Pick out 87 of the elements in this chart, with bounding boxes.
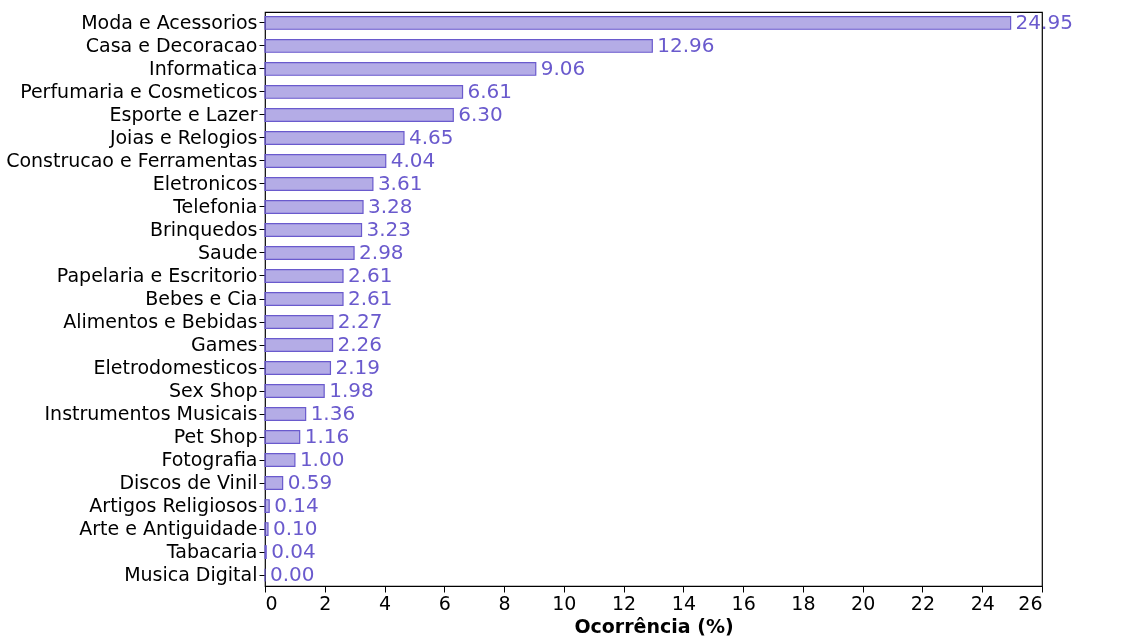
data-label: 3.23 <box>366 216 412 241</box>
x-tick-label: 0 <box>265 591 278 614</box>
data-label: 0.14 <box>274 493 319 518</box>
x-tick-label: 2 <box>319 591 332 614</box>
x-tick-label: 16 <box>731 591 756 614</box>
data-label: 1.36 <box>310 401 356 426</box>
data-label: 0.04 <box>271 539 316 564</box>
bar <box>264 453 296 467</box>
y-tick-label: Saude <box>198 240 258 263</box>
y-tick-label: Moda e Acessorios <box>81 10 258 33</box>
data-label: 4.65 <box>408 124 454 149</box>
data-label: 1.00 <box>299 447 345 472</box>
data-label: 0.00 <box>270 562 315 587</box>
bar <box>264 39 653 53</box>
y-tick-label: Eletronicos <box>152 171 258 194</box>
bar <box>264 476 284 490</box>
y-tick-label: Joias e Relogios <box>108 125 258 148</box>
x-tick-label: 8 <box>498 591 511 614</box>
x-tick-label: 10 <box>552 591 577 614</box>
y-tick-label: Discos de Vinil <box>119 471 258 494</box>
bar <box>264 200 364 214</box>
x-tick-label: 26 <box>1018 591 1043 614</box>
x-tick-label: 12 <box>612 591 637 614</box>
y-tick-label: Perfumaria e Cosmeticos <box>20 79 258 102</box>
y-tick-label: Construcao e Ferramentas <box>6 148 258 171</box>
y-tick-label: Esporte e Lazer <box>109 102 258 125</box>
data-label: 2.98 <box>359 239 404 264</box>
x-tick-label: 20 <box>851 591 876 614</box>
data-label: 2.26 <box>337 332 383 357</box>
x-tick-label: 14 <box>671 591 696 614</box>
x-tick-label: 4 <box>378 591 392 614</box>
bar <box>264 154 387 168</box>
y-tick-label: Artigos Religiosos <box>89 494 258 517</box>
bar <box>264 246 355 260</box>
data-label: 0.59 <box>287 470 333 495</box>
y-tick-label: Alimentos e Bebidas <box>63 310 258 333</box>
bar <box>264 108 454 122</box>
data-label: 2.27 <box>337 309 383 334</box>
data-label: 6.30 <box>458 101 503 126</box>
data-label: 12.96 <box>657 32 715 57</box>
x-tick-label: 6 <box>438 591 451 614</box>
data-label: 2.61 <box>348 262 393 287</box>
bar <box>264 223 363 237</box>
data-label: 2.19 <box>335 355 380 380</box>
data-label: 2.61 <box>348 286 393 310</box>
y-tick-label: Papelaria e Escritorio <box>56 263 258 286</box>
bar <box>264 292 344 306</box>
y-tick-label: Eletrodomesticos <box>93 356 258 379</box>
bar <box>264 16 1012 30</box>
data-label: 9.06 <box>540 55 586 80</box>
bar <box>264 85 464 99</box>
bar <box>264 522 269 536</box>
bar <box>264 131 405 145</box>
y-tick-label: Pet Shop <box>173 425 258 448</box>
bar <box>264 62 537 76</box>
y-tick-label: Bebes e Cia <box>145 287 258 309</box>
y-tick-label: Informatica <box>149 56 258 79</box>
x-tick-label: 18 <box>791 591 816 614</box>
data-label: 1.16 <box>304 424 350 449</box>
y-tick-label: Musica Digital <box>124 563 258 586</box>
y-tick-label: Casa e Decoracao <box>85 33 258 56</box>
x-tick-label: 22 <box>910 591 936 614</box>
bar <box>264 315 334 329</box>
bar <box>264 361 332 375</box>
data-label: 3.28 <box>368 193 413 218</box>
data-label: 4.04 <box>390 147 436 172</box>
bar <box>264 499 270 513</box>
y-tick-label: Tabacaria <box>165 540 258 563</box>
data-label: 3.61 <box>377 170 423 195</box>
bar <box>264 338 334 352</box>
y-tick-label: Arte e Antiguidade <box>79 517 258 540</box>
y-tick-label: Fotografia <box>161 448 258 471</box>
data-label: 0.10 <box>272 516 318 541</box>
y-tick-label: Sex Shop <box>169 379 258 402</box>
x-tick-label: 24 <box>970 591 995 614</box>
y-tick-label: Instrumentos Musicais <box>44 402 258 425</box>
bar <box>264 407 307 421</box>
bar <box>264 177 374 191</box>
y-tick-label: Brinquedos <box>149 217 258 240</box>
data-label: 6.61 <box>467 78 513 103</box>
y-tick-label: Games <box>191 333 258 356</box>
x-axis-title: Ocorrência (%) <box>574 614 734 637</box>
data-label: 1.98 <box>329 378 374 403</box>
bar <box>264 430 301 444</box>
bar <box>264 269 344 283</box>
y-tick-label: Telefonia <box>172 194 258 217</box>
bar <box>264 384 325 398</box>
